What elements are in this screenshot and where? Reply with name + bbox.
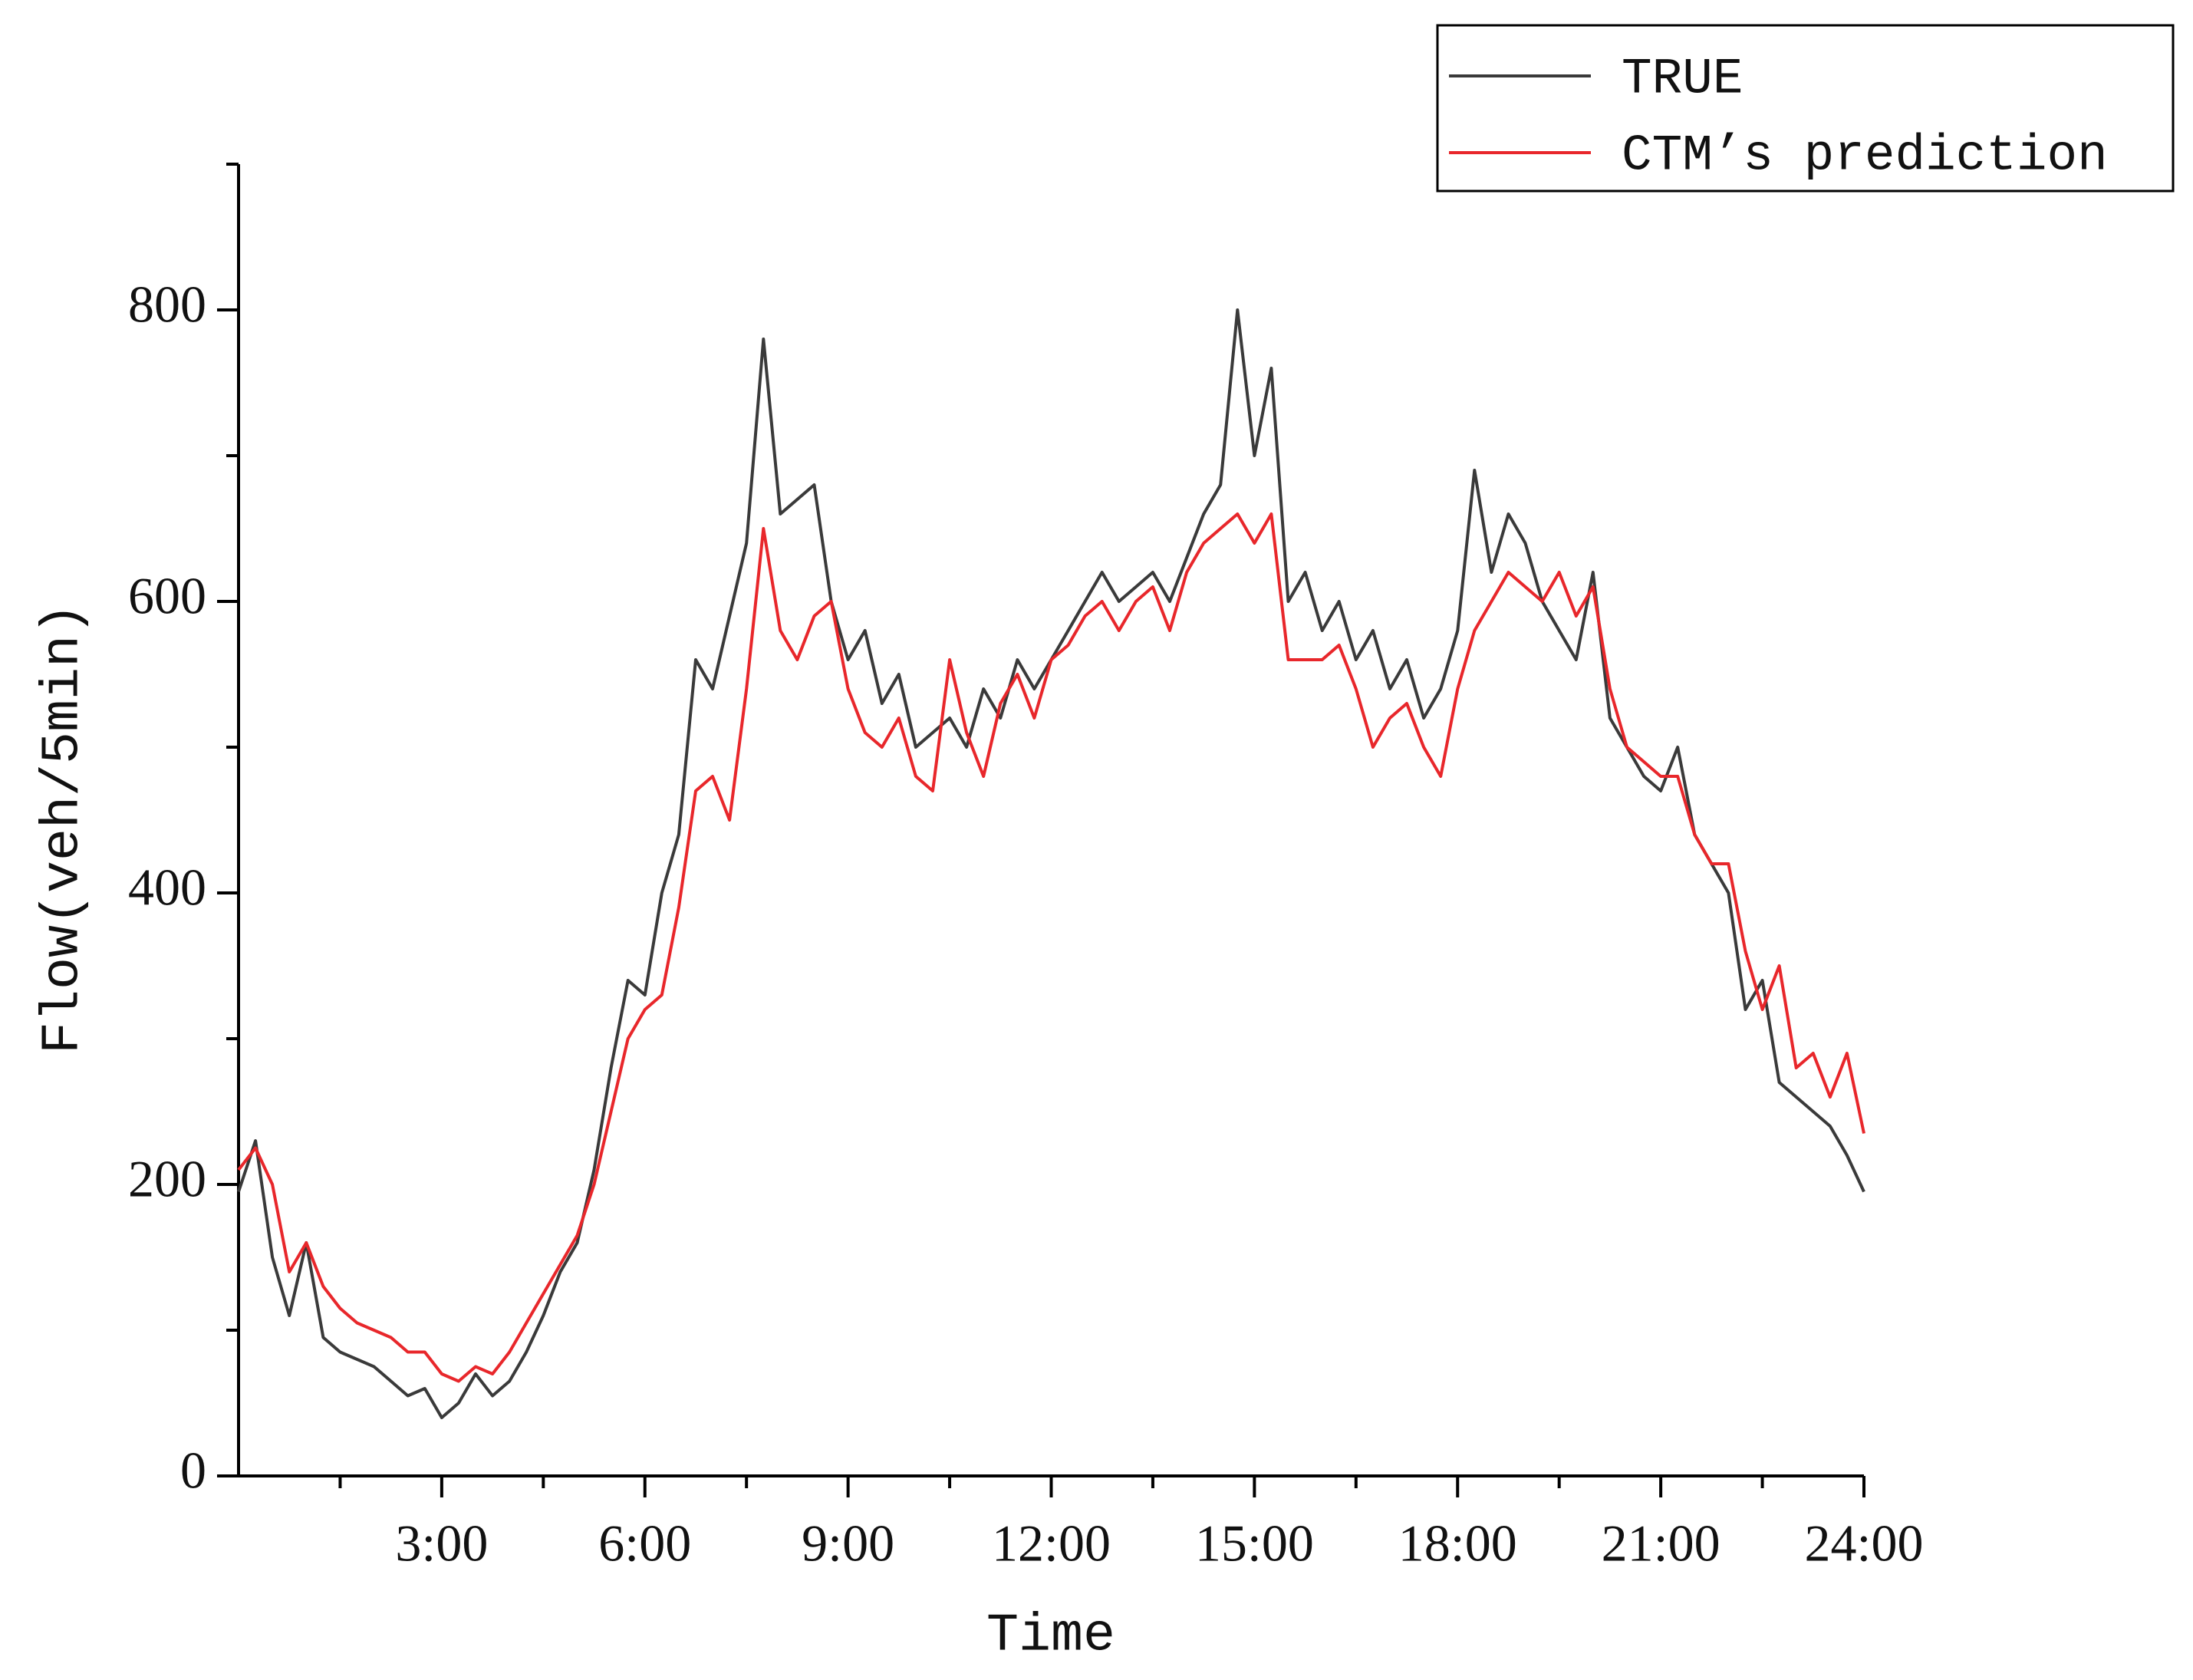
x-axis-label: Time	[986, 1606, 1115, 1666]
series-line	[237, 308, 1865, 1419]
x-tick-label: 24:00	[1805, 1514, 1924, 1573]
y-tick-label: 600	[128, 567, 206, 625]
y-axis-label: Flow(veh/5min)	[33, 603, 94, 1054]
y-tick-label: 400	[128, 858, 206, 917]
x-tick-label: 12:00	[992, 1514, 1111, 1573]
x-tick-label: 18:00	[1398, 1514, 1517, 1573]
x-tick-label: 9:00	[802, 1514, 894, 1573]
x-tick-label: 21:00	[1602, 1514, 1720, 1573]
y-tick-label: 0	[180, 1441, 206, 1500]
series-line	[237, 512, 1865, 1383]
y-tick-label: 200	[128, 1150, 206, 1208]
y-tick-label: 800	[128, 275, 206, 334]
x-tick-label: 15:00	[1195, 1514, 1314, 1573]
x-tick-label: 6:00	[598, 1514, 691, 1573]
legend-label: CTM’s prediction	[1622, 127, 2108, 184]
legend-box	[1436, 24, 2175, 193]
legend-label: TRUE	[1622, 50, 1743, 107]
x-tick-label: 3:00	[395, 1514, 488, 1573]
